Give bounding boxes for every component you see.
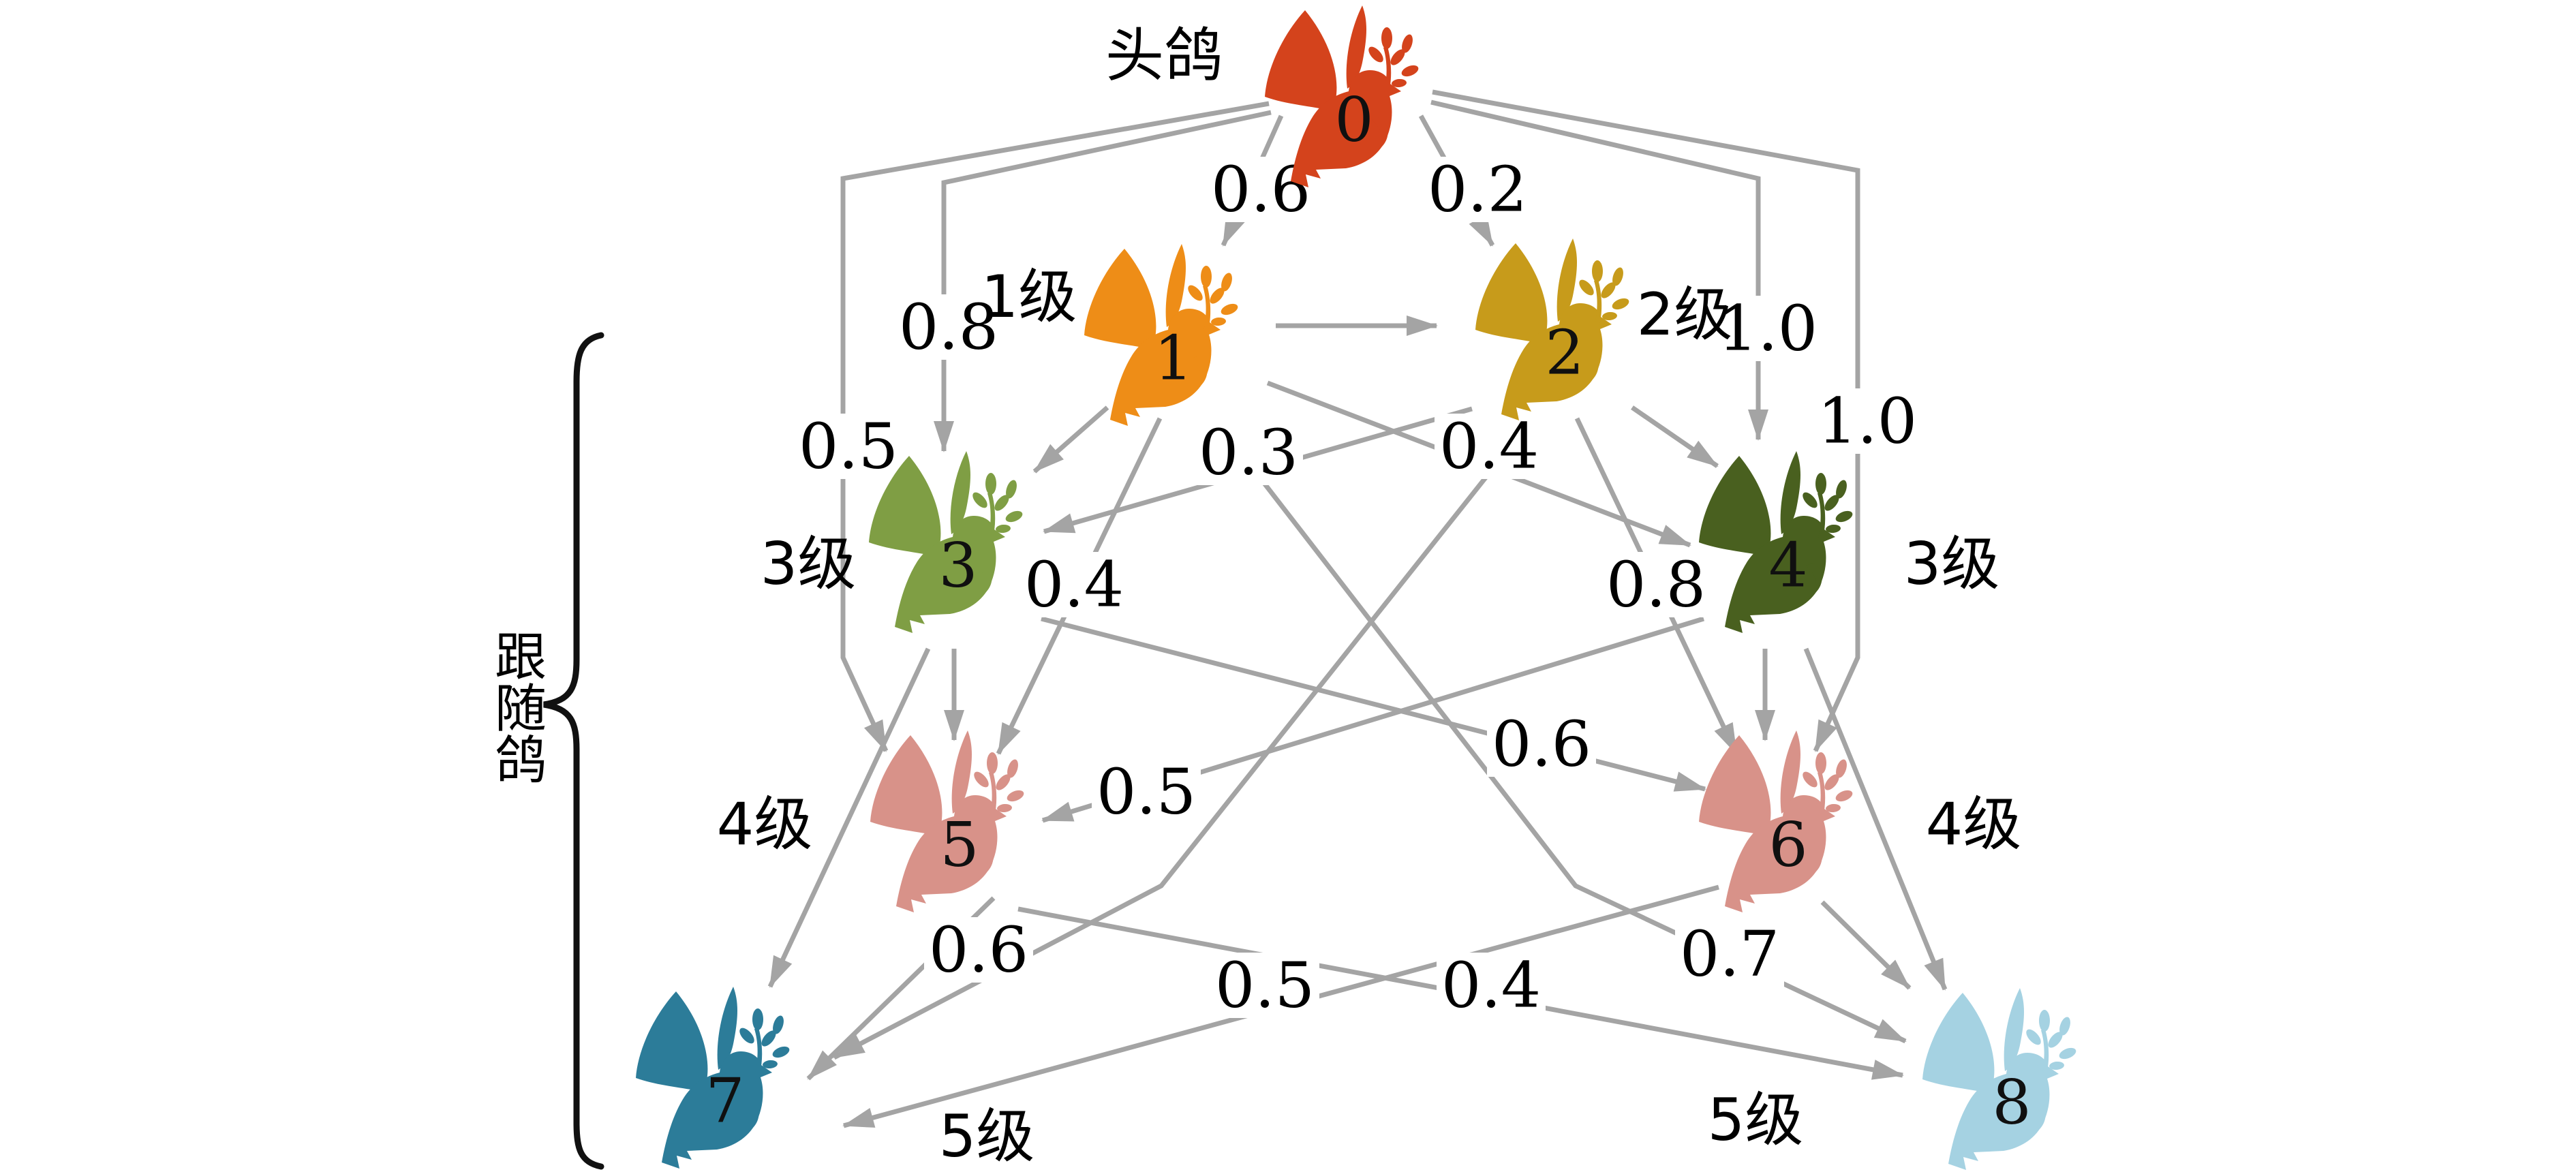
dove-number-8: 8 <box>1992 1067 2031 1139</box>
level-tag-7: 5级 <box>1708 1086 1804 1154</box>
dove-number-7: 7 <box>705 1066 744 1137</box>
followers-brace <box>543 332 604 1170</box>
edge-weight-bg <box>1813 388 1922 454</box>
edge-weight-bg <box>1210 953 1319 1018</box>
followers-label-char-1: 随 <box>495 679 547 739</box>
level-tag-3: 3级 <box>1904 530 2000 598</box>
level-tag-5: 4级 <box>1926 790 2022 859</box>
edge-weights-layer: 0.6 0.20.8 1.00.5 1.00.40.30.4 0.80.50.60.70… <box>794 153 1922 1022</box>
edge-weight-bg <box>1194 420 1303 485</box>
edge-2-7 <box>833 433 1522 1060</box>
edge-weight-bg <box>794 414 903 479</box>
edge-weight-3-6: 0.6 <box>1492 708 1591 781</box>
edge-weight-5-7: 0.6 <box>929 914 1028 987</box>
edge-weight-bg <box>1435 414 1544 479</box>
edge-weight-bg <box>1092 759 1201 824</box>
edge-0-3 <box>934 110 1272 452</box>
edge-1-8 <box>1225 433 1907 1044</box>
edge-weight-bg <box>1601 552 1711 617</box>
edge-weight-4-5: 0.5 <box>1097 756 1196 829</box>
level-tag-4: 4级 <box>717 790 813 859</box>
edge-weight-5-8: 0.4 <box>1441 949 1541 1022</box>
edge-weight-0-1: 0.6 <box>1211 153 1310 226</box>
edge-weight-2-6: 0.8 <box>1606 549 1706 621</box>
edge-weight-bg <box>1437 953 1546 1018</box>
level-tag-1: 2级 <box>1637 281 1733 349</box>
edge-6-8 <box>1820 900 1912 990</box>
dove-number-4: 4 <box>1768 530 1807 602</box>
edge-weight-1-8: 0.7 <box>1680 918 1779 991</box>
edge-weight-6-7: 0.5 <box>1215 949 1315 1022</box>
dove-number-2: 2 <box>1545 318 1584 389</box>
dove-number-3: 3 <box>938 530 977 602</box>
edge-weight-bg <box>894 294 1003 360</box>
edge-weight-bg <box>1423 157 1532 222</box>
edge-weight-0-5: 0.5 <box>799 410 898 483</box>
followers-label-char-0: 跟 <box>495 627 547 688</box>
edge-weight-0-2: 0.2 <box>1428 153 1527 226</box>
followers-label-char-2: 鸽 <box>495 730 547 791</box>
edge-2-4 <box>1631 405 1719 468</box>
edge-weight-bg <box>924 917 1033 983</box>
edge-1-3 <box>1032 405 1109 474</box>
level-tag-2: 3级 <box>761 530 857 598</box>
leader-label: 头鸽 <box>1105 22 1223 90</box>
dove-number-0: 0 <box>1334 84 1373 156</box>
edge-weight-1-5: 0.4 <box>1024 549 1124 621</box>
edge-weight-1-4: 0.4 <box>1439 410 1539 483</box>
edge-weight-0-3: 0.8 <box>899 291 998 364</box>
dove-number-5: 5 <box>940 809 979 881</box>
level-tag-6: 5级 <box>939 1102 1035 1171</box>
level-tag-0: 1级 <box>981 263 1077 331</box>
edge-4-8 <box>1803 647 1948 991</box>
edge-weight-bg <box>1675 921 1784 987</box>
edge-weight-0-6: 1.0 <box>1818 385 1917 458</box>
dove-number-6: 6 <box>1768 809 1807 881</box>
edge-weight-2-3: 0.3 <box>1199 416 1298 489</box>
edge-weight-bg <box>1019 552 1129 617</box>
edge-3-7 <box>767 647 931 988</box>
dove-number-1: 1 <box>1154 323 1193 395</box>
dove-nodes-layer: 0 1 2 3 4 5 6 7 8 <box>636 5 2078 1170</box>
edge-weight-bg <box>1713 296 1822 361</box>
edge-weight-0-4: 1.0 <box>1718 292 1818 365</box>
edge-weight-bg <box>1487 711 1596 777</box>
